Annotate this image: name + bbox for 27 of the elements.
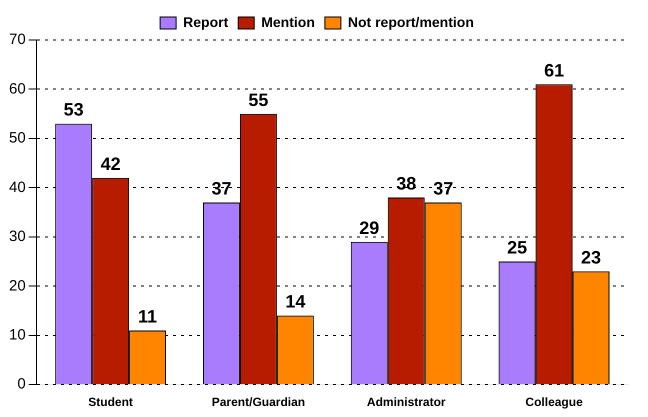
data-label: 38 — [396, 174, 416, 194]
y-tick-label: 10 — [8, 326, 26, 344]
x-tick-label: Colleague — [525, 395, 584, 410]
data-label: 55 — [248, 90, 268, 110]
y-tick-label: 40 — [8, 178, 26, 196]
data-label: 53 — [64, 100, 84, 120]
legend-label: Mention — [261, 14, 315, 30]
data-label: 25 — [507, 237, 528, 258]
data-label: 23 — [581, 247, 602, 268]
x-tick-label: Student — [88, 395, 133, 410]
data-label: 37 — [211, 178, 232, 198]
x-tick-label: Parent/Guardian — [212, 395, 306, 410]
data-label: 37 — [433, 178, 454, 198]
y-tick-label: 70 — [8, 31, 26, 48]
data-label: 29 — [359, 218, 380, 238]
y-tick-label: 0 — [17, 376, 26, 393]
legend-label: Not report/mention — [348, 14, 474, 30]
y-tick-label: 50 — [8, 130, 26, 147]
data-label: 42 — [100, 154, 121, 174]
legend-label: Report — [183, 14, 229, 30]
data-label: 61 — [544, 60, 564, 80]
x-tick-label: Administrator — [366, 395, 446, 410]
y-tick-label: 60 — [8, 80, 26, 98]
y-tick-label: 20 — [8, 277, 26, 294]
data-label: 11 — [138, 306, 158, 326]
y-tick-label: 30 — [8, 228, 26, 246]
data-label: 14 — [285, 292, 306, 312]
